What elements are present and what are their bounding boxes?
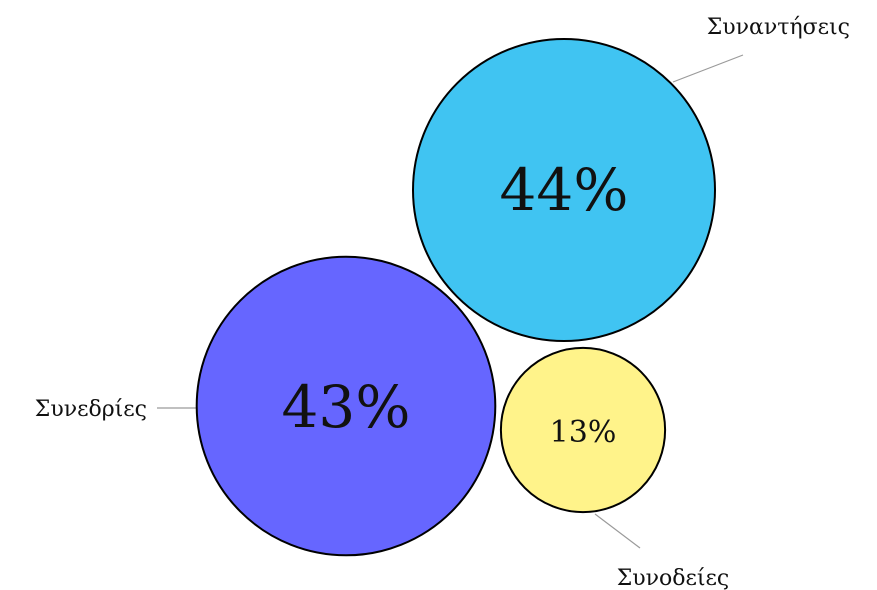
category-label-synodeies: Συνοδείες <box>617 566 730 590</box>
bubble-synodeies[interactable] <box>499 346 667 514</box>
value-label-synantiseis: 44% <box>500 156 629 224</box>
value-label-synedries: 43% <box>282 373 411 441</box>
bubble-synantiseis[interactable] <box>412 38 716 342</box>
category-label-synedries: Συνεδρίες <box>35 397 147 422</box>
category-label-synantiseis: Συναντήσεις <box>707 15 850 40</box>
value-label-synodeies: 13% <box>550 415 617 450</box>
bubble-synedries[interactable] <box>195 255 497 557</box>
leader-line-synantiseis <box>672 54 744 83</box>
leader-line-synodeies <box>594 513 641 549</box>
